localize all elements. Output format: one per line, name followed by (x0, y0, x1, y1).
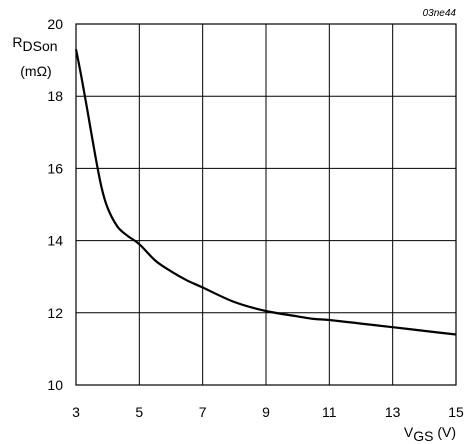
grid (76, 24, 456, 385)
figure-id: 03ne44 (423, 8, 457, 19)
x-axis-label-main: V (404, 424, 414, 440)
y-tick-label: 12 (47, 305, 63, 321)
y-tick-label: 18 (47, 88, 63, 104)
y-axis-label-main: R (12, 34, 22, 50)
x-tick-label: 5 (135, 404, 143, 420)
plot-frame (75, 23, 457, 386)
y-axis-label: RDSon (12, 34, 57, 54)
x-tick-label: 11 (322, 404, 337, 420)
series-line-1 (74, 49, 457, 336)
y-tick-label: 10 (47, 377, 63, 393)
y-tick-label: 16 (47, 160, 63, 176)
y-tick-label: 20 (47, 16, 63, 32)
x-tick-label: 9 (262, 404, 270, 420)
x-tick-label: 3 (72, 404, 80, 420)
x-tick-label: 13 (385, 404, 401, 420)
y-tick-label: 14 (47, 233, 63, 249)
x-axis-label-unit: (V) (433, 424, 456, 440)
tick-labels: 3 5 7 9 11 13 15 10 12 14 16 18 20 (47, 16, 464, 420)
x-axis-label-sub: GS (413, 428, 433, 444)
y-axis-unit: (mΩ) (20, 63, 51, 79)
series-group (74, 49, 457, 336)
x-axis-label: VGS (V) (404, 424, 456, 444)
x-tick-label: 15 (448, 404, 464, 420)
y-axis-label-sub: DSon (23, 38, 58, 54)
x-tick-label: 7 (199, 404, 207, 420)
